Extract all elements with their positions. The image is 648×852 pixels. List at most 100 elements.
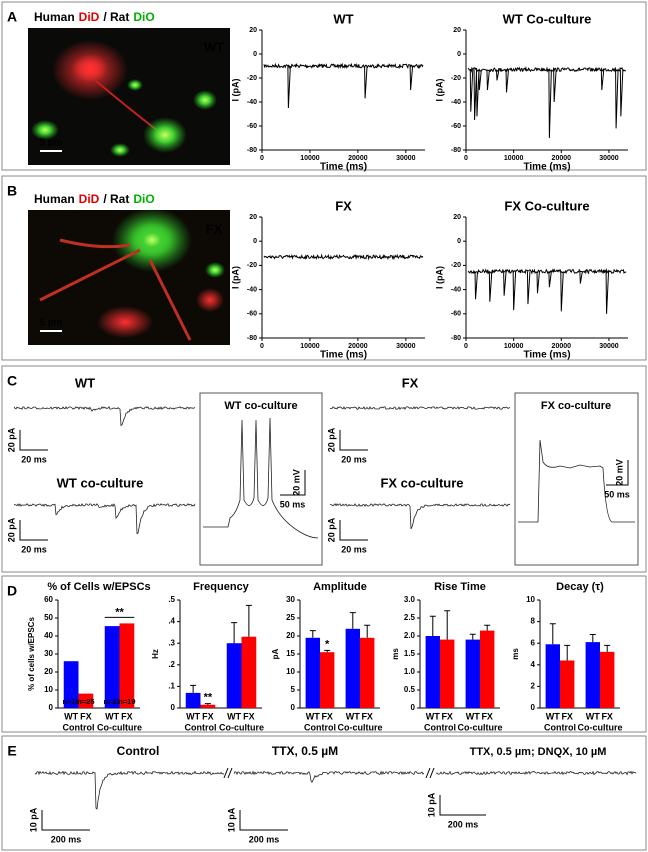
current-trace bbox=[233, 770, 425, 783]
x-tick-label: 20000 bbox=[348, 155, 368, 162]
y-tick-label: 25 bbox=[286, 613, 295, 622]
error-bar bbox=[429, 615, 436, 636]
current-trace bbox=[435, 770, 637, 776]
x-category-label: Control bbox=[185, 722, 217, 732]
y-tick-label: 0 bbox=[171, 703, 176, 712]
y-tick-label: 2.0 bbox=[404, 631, 416, 640]
bar bbox=[78, 693, 94, 708]
x-tick-label: 10000 bbox=[300, 155, 320, 162]
y-tick-label: 0 bbox=[531, 703, 536, 712]
y-tick-label: 20 bbox=[286, 631, 295, 640]
panel-letter: D bbox=[7, 583, 17, 599]
y-axis-label: ms bbox=[391, 648, 400, 660]
y-tick-label: 4 bbox=[531, 660, 536, 669]
break-mark bbox=[425, 767, 435, 779]
significance-marker: * bbox=[325, 638, 330, 650]
y-axis-label: I (pA) bbox=[434, 79, 444, 102]
x-tick-label: 20000 bbox=[552, 343, 572, 350]
error-bar bbox=[484, 624, 491, 631]
panel-frame bbox=[1, 575, 647, 733]
trace-label: FX co-culture bbox=[380, 475, 463, 490]
y-tick-label: -40 bbox=[451, 286, 461, 293]
scale-label: 20 ms bbox=[21, 544, 47, 554]
caption-part: Human bbox=[34, 10, 75, 24]
y-tick-label: -80 bbox=[451, 147, 461, 154]
inset-title: FX co-culture bbox=[541, 400, 611, 412]
event-spike bbox=[503, 271, 507, 296]
y-tick-label: 10 bbox=[286, 667, 295, 676]
error-bar bbox=[589, 634, 596, 643]
x-tick-label: WT bbox=[586, 711, 600, 721]
scale-label: 50 ms bbox=[280, 499, 306, 509]
y-axis-label: Hz bbox=[151, 649, 160, 659]
event-spike bbox=[536, 271, 540, 294]
event-spike bbox=[526, 271, 531, 305]
y-tick-label: 30 bbox=[286, 595, 295, 604]
x-category-label: Co-culture bbox=[458, 722, 503, 732]
error-bar bbox=[309, 630, 316, 638]
x-axis-label: Time (ms) bbox=[320, 162, 367, 173]
y-tick-label: 15 bbox=[286, 649, 295, 658]
bar bbox=[425, 636, 440, 708]
x-tick-label: 30000 bbox=[599, 155, 619, 162]
y-tick-label: .5 bbox=[168, 595, 175, 604]
y-tick-label: 10 bbox=[526, 595, 535, 604]
y-tick-label: .3 bbox=[168, 638, 175, 647]
scale-label: 20 ms bbox=[341, 544, 367, 554]
bar bbox=[345, 628, 360, 708]
x-category-label: Control bbox=[63, 722, 95, 732]
voltage-trace bbox=[203, 417, 319, 539]
y-tick-label: 20 bbox=[453, 27, 461, 34]
scale-label: 20 pA bbox=[6, 517, 16, 542]
y-tick-label: 0.5 bbox=[404, 685, 416, 694]
y-tick-label: 30 bbox=[44, 649, 53, 658]
y-tick-label: 0 bbox=[253, 238, 257, 245]
y-tick-label: -60 bbox=[451, 123, 461, 130]
scale-bar bbox=[339, 520, 368, 541]
event-spike bbox=[548, 69, 552, 139]
event-spike bbox=[615, 69, 619, 129]
event-spike bbox=[478, 69, 482, 91]
error-bar bbox=[564, 644, 571, 661]
x-tick-label: WT bbox=[64, 711, 78, 721]
x-tick-label: WT bbox=[466, 711, 480, 721]
scale-label: 20 mV bbox=[291, 469, 301, 496]
event-spike bbox=[553, 69, 557, 103]
x-category-label: Co-culture bbox=[219, 722, 264, 732]
panel-frame bbox=[1, 1, 647, 171]
event-spike bbox=[473, 69, 478, 121]
event-spike bbox=[364, 65, 368, 99]
x-tick-label: 30000 bbox=[396, 343, 416, 350]
bar bbox=[226, 643, 242, 708]
event-spike bbox=[512, 271, 517, 311]
scale-label: 10 pA bbox=[226, 807, 236, 832]
x-tick-label: WT bbox=[186, 711, 200, 721]
bar bbox=[545, 644, 560, 708]
x-tick-label: FX bbox=[481, 711, 493, 721]
y-tick-label: 0 bbox=[457, 51, 461, 58]
y-tick-label: -20 bbox=[451, 262, 461, 269]
image-tag: WT bbox=[204, 39, 224, 54]
y-tick-label: 2 bbox=[531, 682, 536, 691]
y-tick-label: 0 bbox=[291, 703, 296, 712]
x-tick-label: 0 bbox=[260, 155, 264, 162]
error-bar bbox=[231, 622, 238, 644]
image-caption: Human DiD / Rat DiO bbox=[34, 10, 155, 24]
baseline-trace bbox=[263, 253, 424, 261]
x-category-label: Control bbox=[304, 722, 336, 732]
panel-letter: B bbox=[7, 183, 17, 199]
y-tick-label: -40 bbox=[247, 99, 257, 106]
scale-label: 10 pA bbox=[426, 792, 436, 817]
scale-label: 10 pA bbox=[28, 807, 38, 832]
y-tick-label: 0 bbox=[457, 238, 461, 245]
x-tick-label: 0 bbox=[464, 155, 468, 162]
bar bbox=[305, 637, 320, 708]
scale-bar bbox=[606, 460, 629, 486]
chart-title: WT Co-culture bbox=[503, 11, 592, 26]
chart-title: Frequency bbox=[193, 581, 250, 593]
chart-title: % of Cells w/EPSCs bbox=[47, 581, 150, 593]
caption-part: DiD bbox=[79, 192, 100, 206]
x-tick-label: FX bbox=[441, 711, 453, 721]
x-category-label: Control bbox=[544, 722, 576, 732]
event-spike bbox=[505, 69, 509, 93]
